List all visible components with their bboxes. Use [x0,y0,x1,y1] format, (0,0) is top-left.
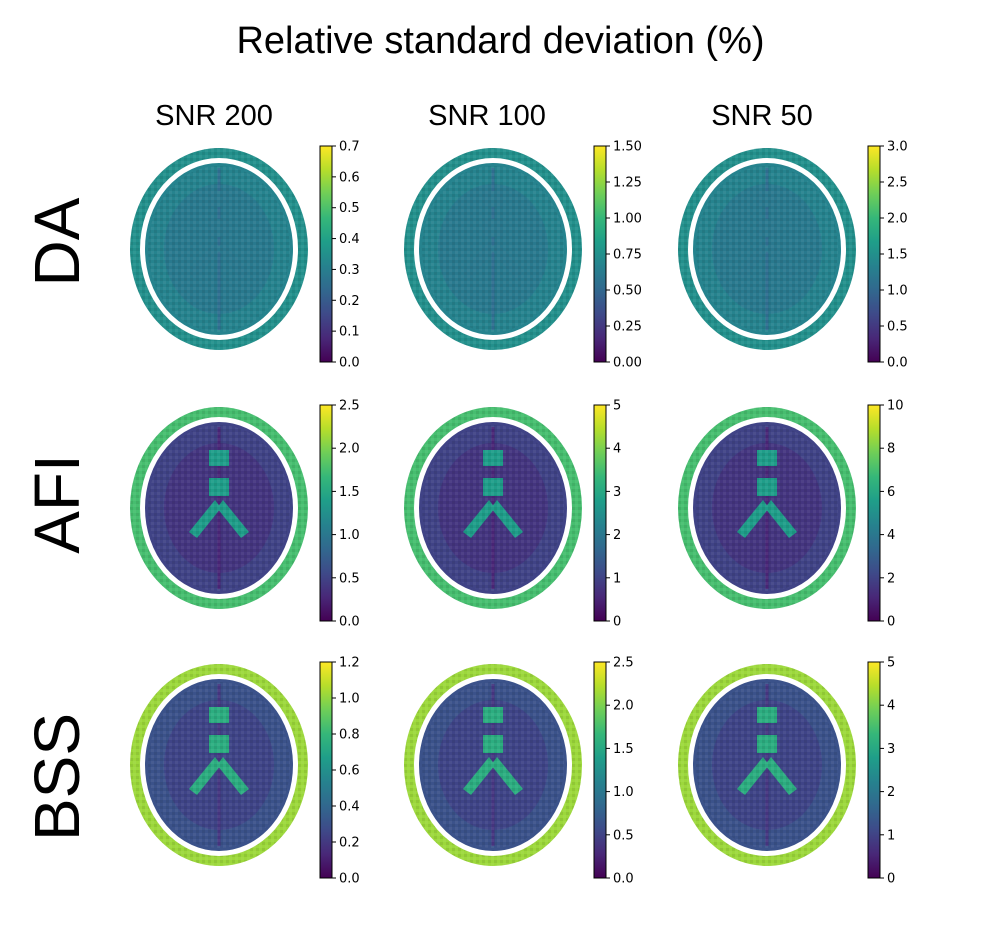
colorbar-tick-label: 0 [613,615,621,630]
colorbar-tick-label: 0.3 [339,263,360,278]
colorbar-tick-label: 0.2 [339,294,360,309]
colorbar-tick-label: 0.50 [613,284,642,299]
colorbar [593,145,607,363]
colorbar [593,661,607,879]
panel-da-col1: 0.0 0.1 0.2 0.3 0.4 0.5 0.6 0.7 [130,140,360,371]
colorbar-tick-label: 1.2 [339,656,360,671]
colorbar-tick-label: 6 [887,485,895,500]
colorbar-tick-label: 0.8 [339,728,360,743]
colorbar-tick-label: 2 [887,785,895,800]
colorbar-tick-label: 0.6 [339,170,360,185]
colorbar-tick-label: 1 [887,828,895,843]
colorbar-tick-label: 0.75 [613,248,642,263]
colorbar-tick-label: 0.00 [613,356,642,371]
colorbar-tick-label: 0.0 [339,872,360,887]
panel-da-col3: 0.0 0.5 1.0 1.5 2.0 2.5 3.0 [678,140,908,371]
colorbar-tick-label: 0.1 [339,325,360,340]
colorbar [867,404,881,622]
colorbar-tick-label: 2 [887,571,895,586]
colorbar-tick-label: 0.4 [339,232,360,247]
colorbar-tick-label: 2 [613,528,621,543]
colorbar-tick-label: 3 [887,742,895,757]
colorbar [867,145,881,363]
colorbar-tick-label: 0.5 [613,828,634,843]
colorbar-tick-label: 0 [887,615,895,630]
panel-afi-col1: 0.0 0.5 1.0 1.5 2.0 2.5 [130,399,360,630]
panel-bss-col3: 0 1 2 3 4 5 [678,656,895,887]
colorbar-tick-label: 0.2 [339,836,360,851]
colorbar [593,404,607,622]
colorbar-tick-label: 4 [613,442,621,457]
row-title-da: DA [21,197,93,287]
panel-bss-col2: 0.0 0.5 1.0 1.5 2.0 2.5 [404,656,634,887]
colorbar-tick-label: 0.0 [887,356,908,371]
colorbar-tick-label: 1 [613,571,621,586]
colorbar-tick-label: 1.00 [613,212,642,227]
colorbar-tick-label: 4 [887,528,895,543]
column-title-snr-200: SNR 200 [155,100,273,132]
colorbar-tick-label: 1.5 [613,742,634,757]
column-title-snr-100: SNR 100 [428,100,546,132]
panel-da-col2: 0.00 0.25 0.50 0.75 1.00 1.25 1.50 [404,140,642,371]
colorbar-tick-label: 0.5 [339,201,360,216]
panel-afi-col3: 0 2 4 6 8 10 [678,399,904,630]
colorbar-tick-label: 5 [887,656,895,671]
colorbar-tick-label: 1.5 [339,485,360,500]
colorbar-tick-label: 1.0 [887,284,908,299]
colorbar-tick-label: 0.25 [613,320,642,335]
colorbar-tick-label: 1.25 [613,176,642,191]
row-title-bss: BSS [21,712,93,842]
colorbar-tick-label: 10 [887,399,904,414]
colorbar-tick-label: 0 [887,872,895,887]
colorbar-tick-label: 0.0 [339,615,360,630]
colorbar-tick-label: 3.0 [887,140,908,155]
colorbar-tick-label: 0.5 [887,320,908,335]
colorbar-tick-label: 1.50 [613,140,642,155]
colorbar-tick-label: 4 [887,699,895,714]
colorbar-tick-label: 2.5 [613,656,634,671]
panel-bss-col1: 0.0 0.2 0.4 0.6 0.8 1.0 1.2 [130,656,360,887]
colorbar-tick-label: 0.4 [339,800,360,815]
colorbar-tick-label: 1.0 [613,785,634,800]
colorbar [319,145,333,363]
colorbar-tick-label: 8 [887,442,895,457]
colorbar-tick-label: 2.0 [339,442,360,457]
colorbar-tick-label: 2.0 [613,699,634,714]
colorbar-tick-label: 1.5 [887,248,908,263]
colorbar-tick-label: 1.0 [339,528,360,543]
panel-afi-col2: 0 1 2 3 4 5 [404,399,621,630]
colorbar [319,404,333,622]
row-title-afi: AFI [21,454,93,554]
colorbar-tick-label: 0.7 [339,140,360,155]
colorbar-tick-label: 0.0 [613,872,634,887]
colorbar [319,661,333,879]
colorbar-tick-label: 2.0 [887,212,908,227]
colorbar-tick-label: 2.5 [887,176,908,191]
colorbar [867,661,881,879]
column-title-snr-50: SNR 50 [711,100,813,132]
colorbar-tick-label: 0.5 [339,571,360,586]
colorbar-tick-label: 0.6 [339,764,360,779]
colorbar-tick-label: 5 [613,399,621,414]
colorbar-tick-label: 1.0 [339,692,360,707]
figure-title: Relative standard deviation (%) [236,20,765,62]
colorbar-tick-label: 3 [613,485,621,500]
colorbar-tick-label: 2.5 [339,399,360,414]
colorbar-tick-label: 0.0 [339,356,360,371]
